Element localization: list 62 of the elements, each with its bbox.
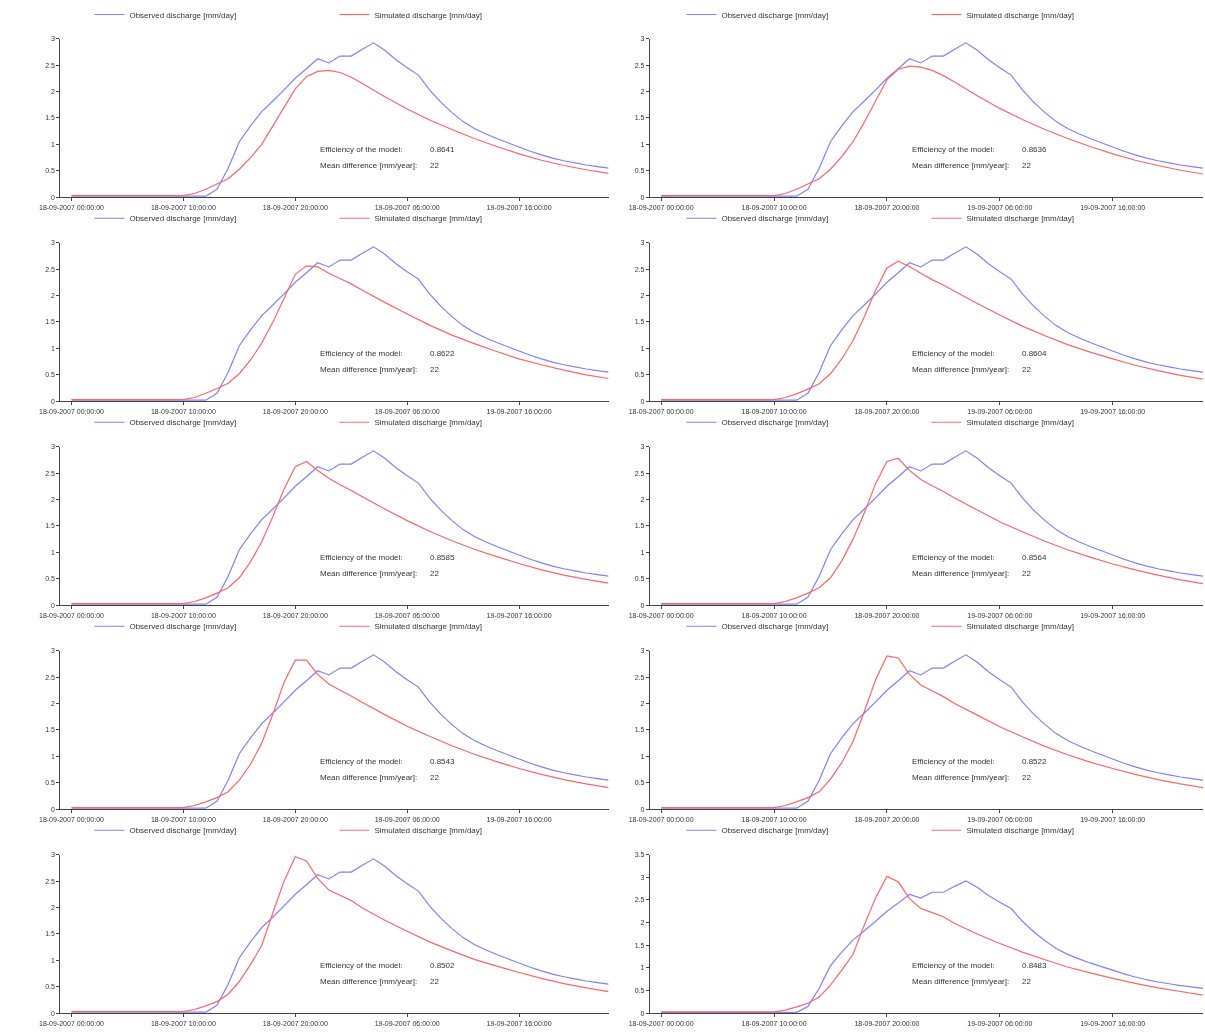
annotation: 0.8564 [1022, 553, 1048, 562]
legend-label: Simulated discharge [mm/day] [966, 10, 1075, 20]
annotation: Efficiency of the model: [320, 145, 403, 154]
annotation: 22 [430, 977, 440, 986]
annotation: 0.8502 [430, 961, 456, 970]
annotation: Mean difference [mm/year]: [320, 977, 418, 986]
annotation: 22 [430, 773, 440, 782]
annotation: Mean difference [mm/year]: [320, 365, 418, 374]
annotation: Mean difference [mm/year]: [912, 569, 1010, 578]
annotation: Mean difference [mm/year]: [320, 773, 418, 782]
annotation: Efficiency of the model: [320, 961, 403, 970]
annotation: Efficiency of the model: [912, 349, 995, 358]
line-series [70, 69, 609, 197]
annotation: Mean difference [mm/year]: [320, 569, 418, 578]
legend-label: Observed discharge [mm/day] [721, 10, 829, 20]
legend-label: Observed discharge [mm/day] [721, 214, 829, 224]
annotation: Mean difference [mm/year]: [912, 773, 1010, 782]
legend-label: Observed discharge [mm/day] [129, 10, 237, 20]
annotation: 22 [1022, 161, 1032, 170]
annotation: 0.8604 [1022, 349, 1048, 358]
annotation: 22 [1022, 365, 1032, 374]
legend-label: Simulated discharge [mm/day] [966, 622, 1075, 632]
annotation: Efficiency of the model: [912, 757, 995, 766]
annotation: 22 [1022, 773, 1032, 782]
annotation: 0.8622 [430, 349, 456, 358]
legend-label: Simulated discharge [mm/day] [374, 826, 483, 836]
legend-label: Observed discharge [mm/day] [721, 622, 829, 632]
legend-label: Observed discharge [mm/day] [129, 622, 237, 632]
legend-label: Simulated discharge [mm/day] [966, 418, 1075, 428]
annotation: Efficiency of the model: [320, 757, 403, 766]
annotation: 0.8636 [1022, 145, 1048, 154]
annotation: Efficiency of the model: [912, 145, 995, 154]
annotation: 0.8522 [1022, 757, 1048, 766]
annotation: 0.8585 [430, 553, 456, 562]
annotation: 22 [430, 161, 440, 170]
legend-label: Observed discharge [mm/day] [129, 418, 237, 428]
legend-label: Observed discharge [mm/day] [721, 418, 829, 428]
annotation: Efficiency of the model: [912, 961, 995, 970]
annotation: 22 [430, 365, 440, 374]
legend-label: Simulated discharge [mm/day] [374, 10, 483, 20]
legend-label: Simulated discharge [mm/day] [374, 214, 483, 224]
legend-label: Simulated discharge [mm/day] [966, 826, 1075, 836]
annotation: Efficiency of the model: [912, 553, 995, 562]
legend-label: Simulated discharge [mm/day] [374, 622, 483, 632]
annotation: Mean difference [mm/year]: [912, 161, 1010, 170]
annotation: 0.8543 [430, 757, 456, 766]
legend-label: Simulated discharge [mm/day] [966, 214, 1075, 224]
legend-label: Observed discharge [mm/day] [129, 826, 237, 836]
annotation: 0.8483 [1022, 961, 1048, 970]
line-series [70, 42, 609, 197]
annotation: Efficiency of the model: [320, 349, 403, 358]
annotation: 22 [1022, 569, 1032, 578]
legend-label: Observed discharge [mm/day] [129, 214, 237, 224]
annotation: Mean difference [mm/year]: [912, 365, 1010, 374]
annotation: Mean difference [mm/year]: [912, 977, 1010, 986]
annotation: 22 [1022, 977, 1032, 986]
annotation: Mean difference [mm/year]: [320, 161, 418, 170]
annotation: 22 [430, 569, 440, 578]
annotation: 0.8641 [430, 145, 456, 154]
legend-label: Simulated discharge [mm/day] [374, 418, 483, 428]
legend-label: Observed discharge [mm/day] [721, 826, 829, 836]
annotation: Efficiency of the model: [320, 553, 403, 562]
